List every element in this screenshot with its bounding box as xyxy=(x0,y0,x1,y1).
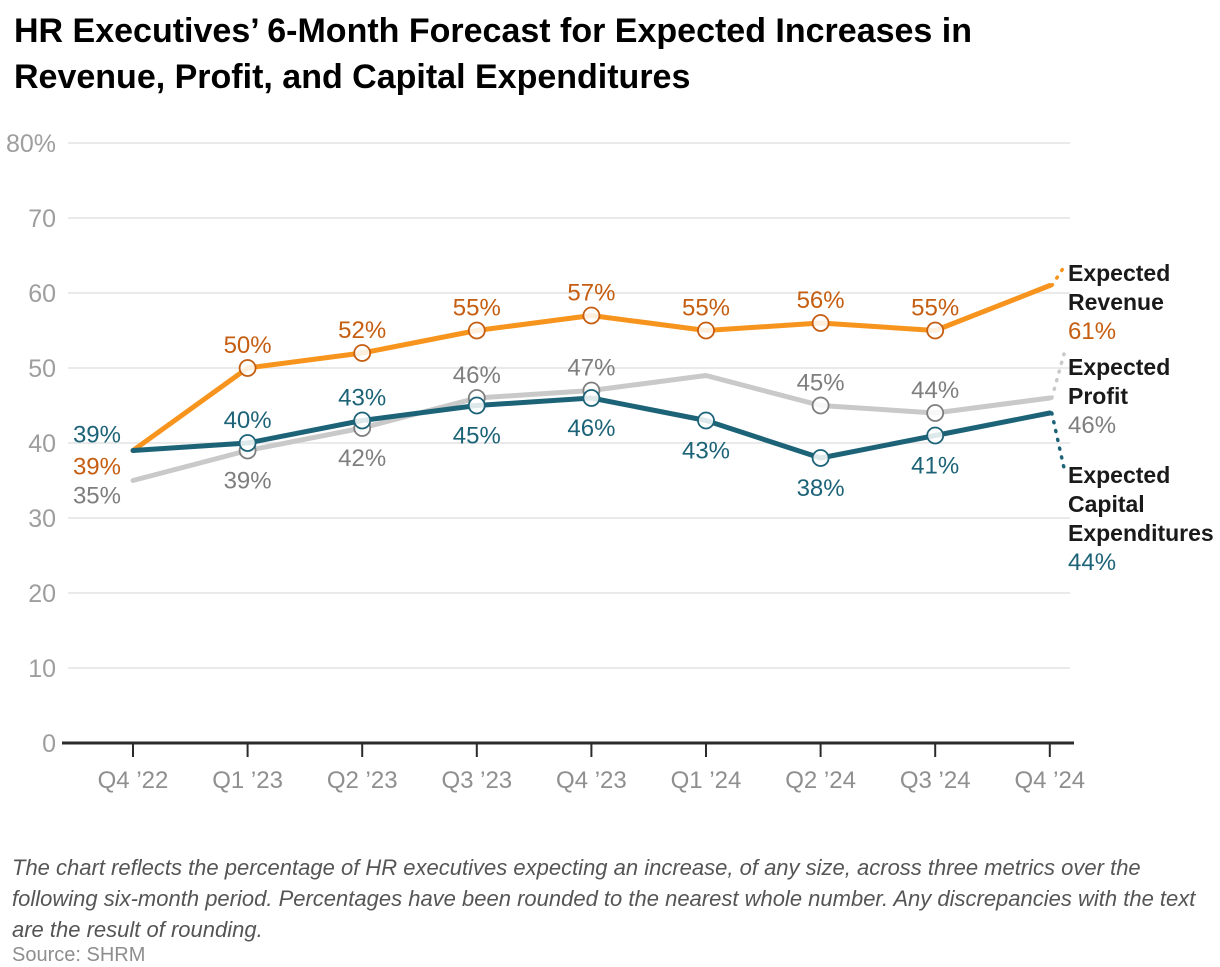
legend-value-expected-capital-expenditures: 44% xyxy=(1068,549,1116,576)
data-point-label: 55% xyxy=(682,295,730,322)
data-point-label: 57% xyxy=(567,280,615,307)
data-point-marker xyxy=(811,396,830,415)
leader-line-expected-profit xyxy=(1050,352,1066,400)
data-point-label: 40% xyxy=(224,407,272,434)
data-point-label: 45% xyxy=(797,370,845,397)
y-axis-tick-label: 40 xyxy=(28,430,56,458)
legend-name-expected-capital-expenditures: Capital xyxy=(1068,491,1145,517)
legend-name-expected-capital-expenditures: Expected xyxy=(1068,462,1170,488)
line-chart: Q4 ’22 Q1 ’23 Q2 ’23 Q3 ’23 Q4 ’23 Q1 ’24 Q2 ’… xyxy=(6,130,1214,794)
data-point-label: 43% xyxy=(682,438,730,465)
data-point-label: 35% xyxy=(73,483,121,510)
data-point-label: 43% xyxy=(338,385,386,412)
y-axis-tick-label: 20 xyxy=(28,580,56,608)
data-point-marker xyxy=(238,434,257,452)
chart-title-line1: HR Executives’ 6-Month Forecast for Expe… xyxy=(14,12,972,50)
legend-value-expected-profit: 46% xyxy=(1068,412,1116,439)
data-point-marker xyxy=(697,321,715,340)
y-axis-tick-label: 70 xyxy=(28,205,56,233)
data-point-marker xyxy=(353,344,372,362)
data-point-marker xyxy=(582,306,601,325)
data-point-label: 47% xyxy=(567,355,615,382)
legend-name-expected-revenue: Revenue xyxy=(1068,289,1164,315)
data-point-label: 42% xyxy=(338,445,386,472)
data-point-label: 56% xyxy=(797,287,845,314)
x-axis-tick-label: Q4 ’22 xyxy=(98,767,169,794)
chart-title: HR Executives’ 6-Month Forecast for Expe… xyxy=(14,8,1214,100)
legend-name-expected-revenue: Expected xyxy=(1068,260,1170,286)
x-axis-tick-label: Q3 ’24 xyxy=(900,767,971,794)
data-point-marker xyxy=(811,449,830,467)
data-point-label: 41% xyxy=(911,453,959,480)
data-point-marker xyxy=(926,321,945,340)
y-axis-tick-label: 30 xyxy=(28,505,56,533)
data-point-label: 39% xyxy=(224,468,272,495)
data-point-label: 50% xyxy=(224,332,272,359)
data-point-label: 39% xyxy=(73,454,121,481)
y-axis-tick-label: 50 xyxy=(28,355,56,383)
data-point-label: 52% xyxy=(338,317,386,344)
x-axis-tick-label: Q2 ’24 xyxy=(785,767,856,794)
x-axis-tick-label: Q1 ’24 xyxy=(671,767,742,794)
legend-name-expected-capital-expenditures: Expenditures xyxy=(1068,520,1214,546)
data-point-label: 45% xyxy=(453,423,501,450)
data-point-marker xyxy=(238,359,257,377)
data-point-label: 44% xyxy=(911,377,959,404)
legend-value-expected-revenue: 61% xyxy=(1068,318,1116,345)
legend-name-expected-profit: Profit xyxy=(1068,383,1128,409)
data-point-label: 55% xyxy=(911,295,959,322)
x-axis-tick-label: Q3 ’23 xyxy=(441,767,512,794)
chart-footnote: The chart reflects the percentage of HR … xyxy=(12,855,1196,943)
leader-line-expected-capital-expenditures xyxy=(1050,411,1066,470)
data-point-marker xyxy=(697,411,715,430)
x-axis-tick-label: Q1 ’23 xyxy=(212,767,283,794)
data-point-marker xyxy=(582,389,601,407)
data-point-marker xyxy=(353,411,372,430)
leader-line-expected-revenue xyxy=(1050,265,1066,288)
data-point-label: 39% xyxy=(73,422,121,449)
x-axis-tick-label: Q2 ’23 xyxy=(327,767,398,794)
y-axis-tick-label: 10 xyxy=(28,655,56,683)
y-axis-tick-label: 0 xyxy=(42,730,56,758)
legend-name-expected-profit: Expected xyxy=(1068,354,1170,380)
data-point-label: 46% xyxy=(567,415,615,442)
data-point-marker xyxy=(926,404,945,422)
data-point-label: 46% xyxy=(453,362,501,389)
data-point-label: 38% xyxy=(797,475,845,502)
data-point-marker xyxy=(467,396,486,415)
data-point-marker xyxy=(926,426,945,445)
data-point-marker xyxy=(811,314,830,332)
chart-title-line2: Revenue, Profit, and Capital Expenditure… xyxy=(14,58,691,97)
y-axis-tick-label: 80% xyxy=(6,130,56,158)
source-label: Source: SHRM xyxy=(12,944,146,966)
x-axis-tick-label: Q4 ’23 xyxy=(556,767,627,794)
y-axis-tick-label: 60 xyxy=(28,280,56,308)
data-point-marker xyxy=(467,321,486,340)
data-point-label: 55% xyxy=(453,295,501,322)
x-axis-tick-label: Q4 ’24 xyxy=(1014,767,1085,794)
